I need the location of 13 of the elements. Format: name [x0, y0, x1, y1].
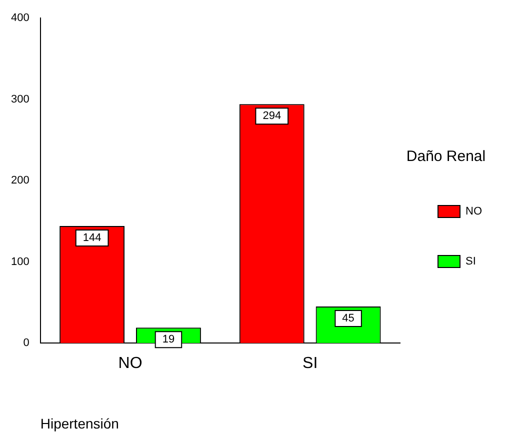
data-label: 45	[342, 312, 354, 324]
legend-label: NO	[466, 206, 482, 218]
data-label: 294	[262, 110, 282, 122]
data-label: 19	[162, 334, 175, 346]
legend-label: SI	[466, 256, 476, 268]
data-label: 144	[82, 232, 102, 244]
y-tick-label: 200	[10, 174, 30, 187]
x-axis-title: Hipertensión	[40, 415, 119, 432]
y-tick-label: 0	[23, 337, 30, 350]
y-tick-label: 400	[10, 12, 30, 24]
y-tick-label: 300	[10, 93, 30, 106]
y-tick-label: 100	[10, 256, 30, 268]
legend-title: Daño Renal	[406, 148, 486, 166]
